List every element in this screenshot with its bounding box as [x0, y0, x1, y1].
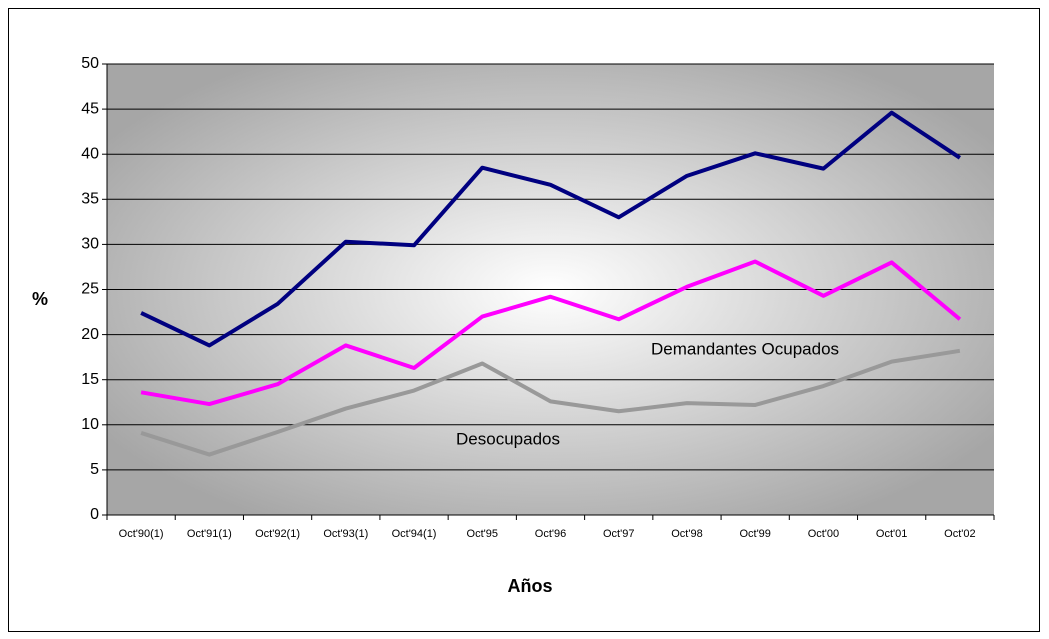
x-tick-label: Oct'90(1) [119, 528, 164, 540]
x-tick-label: Oct'97 [603, 528, 634, 540]
y-tick-label: 30 [81, 236, 99, 253]
x-tick-label: Oct'96 [535, 528, 566, 540]
x-tick-label: Oct'91(1) [187, 528, 232, 540]
y-tick-label: 10 [81, 416, 99, 433]
y-tick-label: 25 [81, 281, 99, 298]
y-tick-label: 15 [81, 371, 99, 388]
x-tick-label: Oct'01 [876, 528, 907, 540]
x-tick-label: Oct'92(1) [255, 528, 300, 540]
y-tick-label: 0 [90, 506, 99, 523]
y-tick-label: 5 [90, 461, 99, 478]
annotation: Demandantes Ocupados [651, 339, 839, 358]
annotation: Desocupados [456, 429, 560, 448]
x-tick-label: Oct'93(1) [323, 528, 368, 540]
y-tick-label: 45 [81, 100, 99, 117]
y-tick-label: 35 [81, 191, 99, 208]
x-axis-title: Años [508, 576, 553, 596]
series-line [140, 259, 962, 407]
x-tick-label: Oct'99 [739, 528, 770, 540]
y-tick-label: 40 [81, 145, 99, 162]
x-tick-label: Oct'00 [808, 528, 839, 540]
x-tick-label: Oct'95 [467, 528, 498, 540]
y-tick-label: 50 [81, 55, 99, 72]
y-axis-title: % [32, 289, 48, 309]
series-line [140, 348, 961, 457]
x-tick-label: Oct'94(1) [392, 528, 437, 540]
y-tick-label: 20 [81, 326, 99, 343]
x-tick-label: Oct'02 [944, 528, 975, 540]
x-tick-label: Oct'98 [671, 528, 702, 540]
series-line [140, 110, 961, 348]
